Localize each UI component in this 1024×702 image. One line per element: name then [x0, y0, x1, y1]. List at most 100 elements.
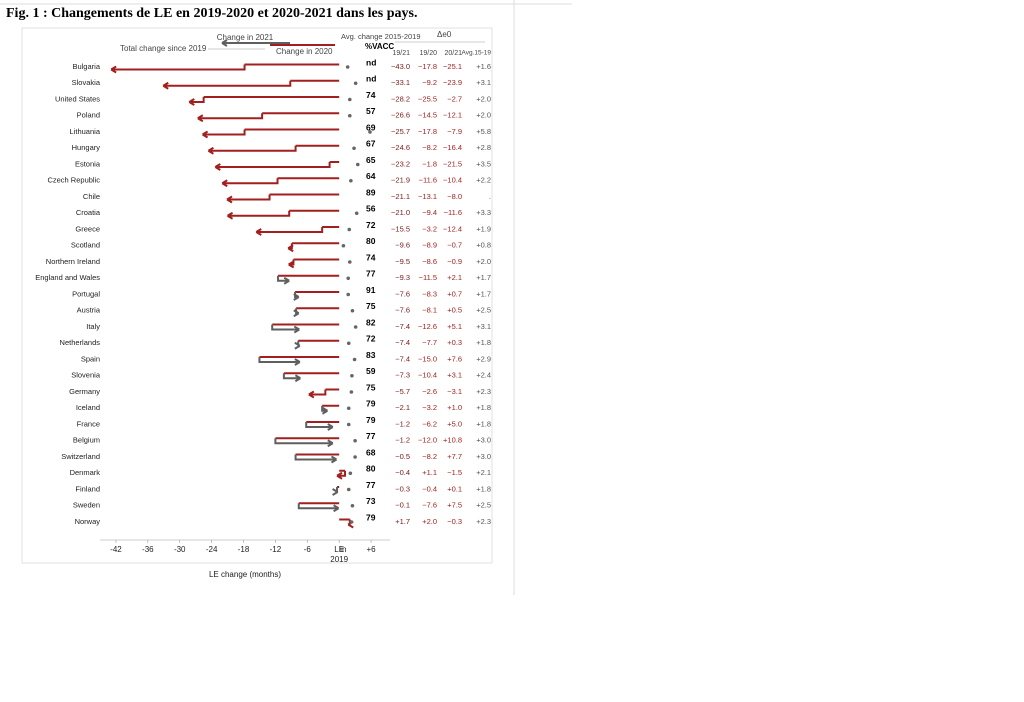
change-2021	[221, 178, 279, 188]
x-tick-label: -18	[238, 545, 250, 554]
avg-dot	[350, 503, 355, 508]
table-value: −8.2	[422, 452, 437, 461]
table-title: Δe0	[437, 30, 452, 39]
x-tick-label: -42	[110, 545, 122, 554]
table-value: +1.7	[395, 517, 410, 526]
change-2021	[202, 129, 246, 139]
table-value: +3.0	[476, 436, 491, 445]
avg-dot	[341, 243, 346, 248]
table-value: +1.7	[476, 289, 491, 298]
change-2021	[227, 210, 291, 220]
table-value: +0.1	[447, 484, 462, 493]
table-value: −7.4	[395, 354, 410, 363]
vacc-label: 80	[366, 236, 376, 246]
table-value: −16.4	[443, 143, 462, 152]
vacc-label: 82	[366, 317, 376, 327]
avg-dot	[368, 130, 372, 134]
avg-dot	[346, 406, 351, 411]
avg-dot	[347, 113, 352, 118]
table-value: +2.1	[476, 468, 491, 477]
table-value: +2.5	[476, 501, 491, 510]
table-value: −2.1	[395, 403, 410, 412]
table-value: −8.3	[422, 289, 437, 298]
vacc-label: 79	[366, 399, 376, 409]
change-2021	[258, 357, 301, 366]
legend-total: Total change since 2019	[120, 44, 207, 53]
x-tick-label: -36	[142, 545, 154, 554]
table-value: −1.2	[395, 419, 410, 428]
table-value: −2.6	[422, 387, 437, 396]
avg-dot	[355, 162, 360, 167]
vacc-label: nd	[366, 74, 376, 84]
table-value: +1.9	[476, 224, 491, 233]
avg-dot	[346, 341, 351, 346]
table-value: +0.3	[447, 338, 462, 347]
vacc-label: 77	[366, 480, 376, 490]
country-label: Czech Republic	[47, 176, 100, 185]
table-value: −17.8	[418, 127, 437, 136]
change-2021	[294, 454, 338, 464]
table-value: −8.2	[422, 143, 437, 152]
table-value: −7.9	[447, 127, 462, 136]
change-2021	[305, 422, 334, 431]
table-value: −9.5	[395, 257, 410, 266]
avg-dot	[349, 390, 354, 394]
change-2021	[162, 80, 292, 90]
change-2021	[336, 470, 347, 480]
table-value: −13.1	[418, 192, 437, 201]
vacc-label: 80	[366, 464, 376, 474]
table-value: −11.6	[419, 176, 437, 185]
country-label: Denmark	[70, 468, 101, 477]
table-value: −2.7	[447, 94, 462, 103]
table-value: −8.1	[422, 306, 437, 315]
avg-dot	[353, 325, 358, 329]
avg-dot	[346, 292, 351, 297]
avg-dot	[350, 373, 354, 378]
vacc-label: 56	[366, 204, 376, 214]
table-value: −7.3	[395, 371, 410, 380]
col-header: 19/20	[419, 50, 437, 57]
country-label: Switzerland	[61, 452, 100, 461]
avg-dot	[354, 211, 359, 216]
table-value: −24.6	[391, 143, 410, 152]
avg-dot	[353, 455, 357, 459]
table-value: +5.0	[447, 419, 462, 428]
table-value: +2.3	[476, 517, 491, 526]
country-label: Hungary	[72, 143, 101, 152]
change-2021	[308, 389, 327, 399]
table-value: +1.8	[476, 338, 491, 347]
table-value: −21.9	[391, 176, 410, 185]
x-tick-label: -24	[206, 545, 218, 554]
country-label: Iceland	[76, 403, 100, 412]
table-value: −5.7	[395, 387, 410, 396]
table-value: −15.0	[418, 354, 437, 363]
table-value: −12.6	[418, 322, 437, 331]
table-value: −21.0	[391, 208, 410, 217]
avg-dot	[346, 487, 351, 492]
country-label: Norway	[75, 517, 101, 526]
table-value: +0.8	[476, 241, 491, 250]
vacc-label: 91	[366, 285, 376, 295]
table-value: −7.6	[395, 306, 410, 315]
table-value: −8.0	[447, 192, 462, 201]
x-tick-label: -12	[270, 545, 282, 554]
table-value: −3.2	[422, 403, 437, 412]
vacc-label: 67	[366, 139, 376, 149]
country-label: United States	[55, 94, 100, 103]
vacc-label: 64	[366, 171, 376, 181]
table-value: −7.4	[395, 322, 410, 331]
table-value: +1.8	[476, 419, 491, 428]
vacc-label: 74	[366, 252, 376, 262]
col-header: Avg.15-19	[461, 50, 491, 57]
vacc-label: nd	[366, 57, 376, 67]
table-value: −0.3	[447, 517, 462, 526]
country-label: Sweden	[73, 501, 100, 510]
table-value: +2.0	[476, 257, 491, 266]
table-value: +2.0	[476, 111, 491, 120]
table-value: −8.6	[422, 257, 437, 266]
x-axis-label: LE change (months)	[209, 570, 281, 579]
table-value: +1.7	[476, 273, 491, 282]
table-value: −7.7	[422, 338, 437, 347]
table-value: −23.2	[391, 159, 410, 168]
vacc-label: 79	[366, 512, 376, 522]
